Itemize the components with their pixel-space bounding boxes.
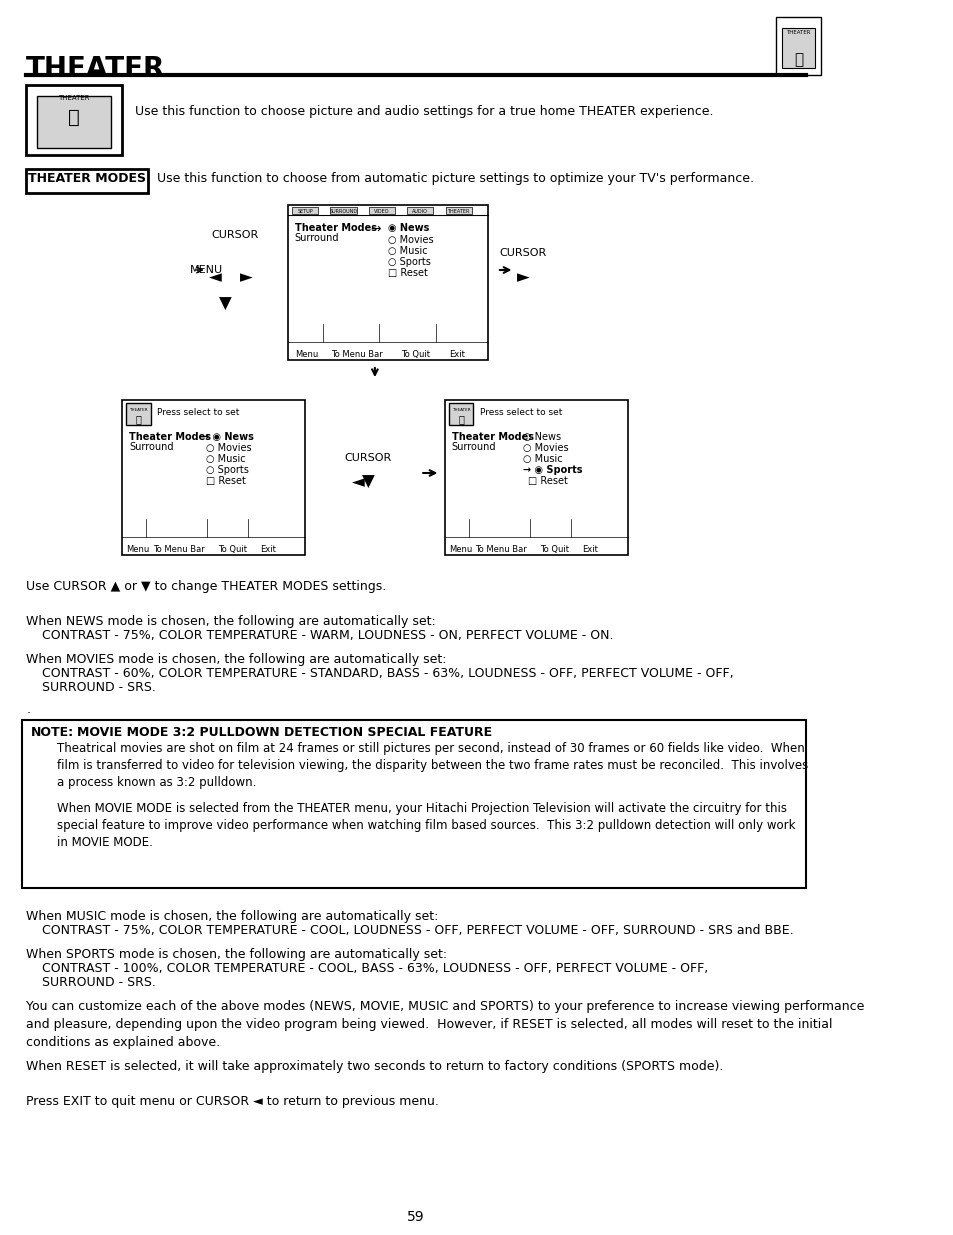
Text: ▼: ▼ xyxy=(361,473,374,492)
Text: To Menu Bar: To Menu Bar xyxy=(331,350,383,359)
Text: THEATER: THEATER xyxy=(130,408,148,412)
FancyBboxPatch shape xyxy=(37,96,111,148)
Text: MENU: MENU xyxy=(190,266,223,275)
Text: Use this function to choose picture and audio settings for a true home THEATER e: Use this function to choose picture and … xyxy=(135,105,713,119)
Text: Use this function to choose from automatic picture settings to optimize your TV': Use this function to choose from automat… xyxy=(156,172,753,185)
FancyBboxPatch shape xyxy=(122,400,305,555)
Text: When MUSIC mode is chosen, the following are automatically set:: When MUSIC mode is chosen, the following… xyxy=(26,910,438,923)
FancyBboxPatch shape xyxy=(369,207,395,214)
Text: When SPORTS mode is chosen, the following are automatically set:: When SPORTS mode is chosen, the followin… xyxy=(26,948,447,961)
Text: THEATER: THEATER xyxy=(452,408,470,412)
Text: ►: ► xyxy=(517,268,529,287)
Text: Use CURSOR ▲ or ▼ to change THEATER MODES settings.: Use CURSOR ▲ or ▼ to change THEATER MODE… xyxy=(26,580,386,593)
Text: 🎬: 🎬 xyxy=(135,414,141,424)
Text: When RESET is selected, it will take approximately two seconds to return to fact: When RESET is selected, it will take app… xyxy=(26,1060,722,1073)
Text: ○ Music: ○ Music xyxy=(522,454,562,464)
Text: ◄: ◄ xyxy=(352,473,365,492)
Text: To Menu Bar: To Menu Bar xyxy=(475,545,526,555)
Text: □ Reset: □ Reset xyxy=(206,475,245,487)
Text: MOVIE MODE 3:2 PULLDOWN DETECTION SPECIAL FEATURE: MOVIE MODE 3:2 PULLDOWN DETECTION SPECIA… xyxy=(76,726,492,739)
Text: NOTE:: NOTE: xyxy=(30,726,73,739)
FancyBboxPatch shape xyxy=(127,403,151,425)
Text: ◄: ◄ xyxy=(209,268,222,287)
Text: □ Reset: □ Reset xyxy=(388,268,427,278)
FancyBboxPatch shape xyxy=(445,207,471,214)
Text: SURROUND: SURROUND xyxy=(329,209,357,214)
Text: Surround: Surround xyxy=(294,233,339,243)
Text: Theater Modes: Theater Modes xyxy=(451,432,533,442)
Text: THEATER: THEATER xyxy=(447,209,469,214)
FancyBboxPatch shape xyxy=(775,17,821,75)
FancyBboxPatch shape xyxy=(330,207,356,214)
Text: ○ Music: ○ Music xyxy=(206,454,245,464)
Text: THEATER: THEATER xyxy=(26,56,166,83)
Text: When NEWS mode is chosen, the following are automatically set:: When NEWS mode is chosen, the following … xyxy=(26,615,436,629)
Text: Exit: Exit xyxy=(259,545,275,555)
Text: THEATER: THEATER xyxy=(58,95,90,101)
Text: Theater Modes: Theater Modes xyxy=(294,224,376,233)
FancyBboxPatch shape xyxy=(781,28,814,68)
Text: You can customize each of the above modes (NEWS, MOVIE, MUSIC and SPORTS) to you: You can customize each of the above mode… xyxy=(26,1000,863,1049)
Text: 🎬: 🎬 xyxy=(793,52,802,67)
Text: Exit: Exit xyxy=(449,350,464,359)
Text: ◉ News: ◉ News xyxy=(388,224,429,233)
Text: CONTRAST - 75%, COLOR TEMPERATURE - COOL, LOUDNESS - OFF, PERFECT VOLUME - OFF, : CONTRAST - 75%, COLOR TEMPERATURE - COOL… xyxy=(26,924,793,937)
Text: Theatrical movies are shot on film at 24 frames or still pictures per second, in: Theatrical movies are shot on film at 24… xyxy=(56,742,807,789)
Text: ○ Movies: ○ Movies xyxy=(206,443,251,453)
Text: CONTRAST - 60%, COLOR TEMPERATURE - STANDARD, BASS - 63%, LOUDNESS - OFF, PERFEC: CONTRAST - 60%, COLOR TEMPERATURE - STAN… xyxy=(26,667,733,680)
Text: ►: ► xyxy=(239,268,253,287)
FancyBboxPatch shape xyxy=(407,207,433,214)
Text: ▼: ▼ xyxy=(218,295,231,312)
FancyBboxPatch shape xyxy=(444,400,627,555)
Text: → ◉ News: → ◉ News xyxy=(200,432,253,442)
Text: Surround: Surround xyxy=(451,442,496,452)
Text: Menu: Menu xyxy=(449,545,472,555)
Text: Press select to set: Press select to set xyxy=(479,408,561,417)
Text: Surround: Surround xyxy=(129,442,173,452)
Text: ○ Movies: ○ Movies xyxy=(522,443,568,453)
Text: SURROUND - SRS.: SURROUND - SRS. xyxy=(26,976,156,989)
Text: To Quit: To Quit xyxy=(540,545,569,555)
FancyBboxPatch shape xyxy=(292,207,318,214)
Text: ○ News: ○ News xyxy=(522,432,560,442)
Text: 🎬: 🎬 xyxy=(457,414,464,424)
Text: ○ Sports: ○ Sports xyxy=(206,466,249,475)
FancyBboxPatch shape xyxy=(26,85,122,156)
Text: Menu: Menu xyxy=(294,350,317,359)
Text: ○ Sports: ○ Sports xyxy=(388,257,431,267)
Text: When MOVIES mode is chosen, the following are automatically set:: When MOVIES mode is chosen, the followin… xyxy=(26,653,446,666)
Text: →: → xyxy=(370,224,380,236)
Text: ○ Music: ○ Music xyxy=(388,246,427,256)
Text: VIDEO: VIDEO xyxy=(374,209,389,214)
Text: To Quit: To Quit xyxy=(217,545,247,555)
FancyBboxPatch shape xyxy=(288,205,488,359)
Text: Press EXIT to quit menu or CURSOR ◄ to return to previous menu.: Press EXIT to quit menu or CURSOR ◄ to r… xyxy=(26,1095,438,1108)
Text: 🎬: 🎬 xyxy=(69,107,80,127)
Text: 59: 59 xyxy=(407,1210,424,1224)
Text: CURSOR: CURSOR xyxy=(212,230,259,240)
Text: CONTRAST - 75%, COLOR TEMPERATURE - WARM, LOUDNESS - ON, PERFECT VOLUME - ON.: CONTRAST - 75%, COLOR TEMPERATURE - WARM… xyxy=(26,629,613,642)
Text: THEATER MODES: THEATER MODES xyxy=(29,172,146,185)
FancyBboxPatch shape xyxy=(26,169,148,193)
Text: ○ Movies: ○ Movies xyxy=(388,235,433,245)
Text: Press select to set: Press select to set xyxy=(156,408,239,417)
Text: .: . xyxy=(26,703,30,716)
Text: → ◉ Sports: → ◉ Sports xyxy=(522,466,582,475)
Text: Menu: Menu xyxy=(127,545,150,555)
FancyBboxPatch shape xyxy=(449,403,473,425)
Text: Exit: Exit xyxy=(581,545,598,555)
Text: THEATER: THEATER xyxy=(785,30,810,35)
Text: To Quit: To Quit xyxy=(400,350,430,359)
Text: SURROUND - SRS.: SURROUND - SRS. xyxy=(26,680,156,694)
Text: To Menu Bar: To Menu Bar xyxy=(152,545,204,555)
Text: CURSOR: CURSOR xyxy=(344,453,391,463)
Text: □ Reset: □ Reset xyxy=(528,475,568,487)
Text: AUDIO: AUDIO xyxy=(412,209,428,214)
Text: CURSOR: CURSOR xyxy=(499,248,546,258)
Text: When MOVIE MODE is selected from the THEATER menu, your Hitachi Projection Telev: When MOVIE MODE is selected from the THE… xyxy=(56,802,795,848)
Text: Theater Modes: Theater Modes xyxy=(129,432,211,442)
Text: CONTRAST - 100%, COLOR TEMPERATURE - COOL, BASS - 63%, LOUDNESS - OFF, PERFECT V: CONTRAST - 100%, COLOR TEMPERATURE - COO… xyxy=(26,962,708,974)
Text: SETUP: SETUP xyxy=(297,209,313,214)
FancyBboxPatch shape xyxy=(22,720,805,888)
